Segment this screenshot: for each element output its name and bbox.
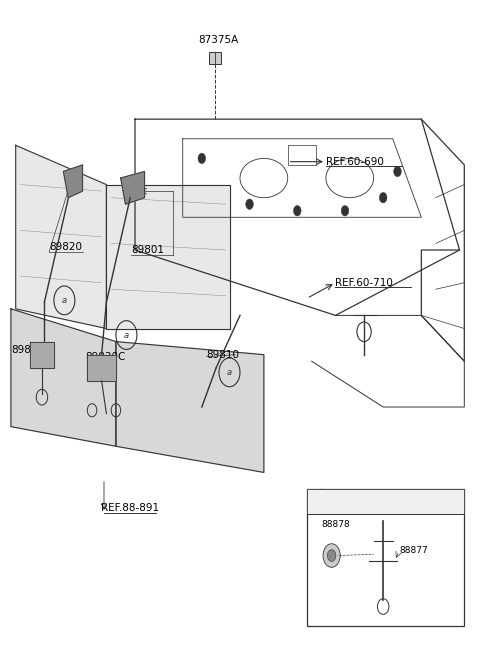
Text: 89820: 89820 (49, 242, 82, 252)
Text: 88878: 88878 (321, 520, 350, 530)
Bar (209, 52, 221, 64)
Polygon shape (107, 185, 230, 328)
Polygon shape (63, 165, 83, 198)
Circle shape (323, 544, 340, 567)
Circle shape (198, 153, 205, 164)
Text: a: a (62, 296, 67, 305)
Polygon shape (11, 309, 116, 446)
Text: REF.60-710: REF.60-710 (336, 278, 393, 288)
Polygon shape (87, 355, 116, 381)
Polygon shape (116, 342, 264, 472)
Circle shape (394, 166, 401, 177)
Circle shape (246, 199, 253, 210)
Text: REF.88-891: REF.88-891 (101, 503, 159, 513)
Text: a: a (124, 330, 129, 340)
Bar (307, 489, 464, 514)
Text: 89810: 89810 (206, 350, 240, 359)
Text: 88877: 88877 (400, 547, 429, 555)
Text: 89830C: 89830C (85, 351, 125, 361)
Polygon shape (30, 342, 54, 368)
Circle shape (327, 550, 336, 561)
Circle shape (293, 206, 301, 216)
Text: 87375A: 87375A (198, 35, 239, 45)
Text: REF.60-690: REF.60-690 (326, 156, 384, 167)
Circle shape (341, 206, 349, 216)
Text: a: a (227, 368, 232, 377)
Text: 89840B: 89840B (11, 345, 51, 355)
FancyBboxPatch shape (307, 489, 464, 626)
Polygon shape (16, 145, 107, 328)
Text: 89801: 89801 (131, 245, 164, 255)
Bar (288, 145, 316, 165)
Polygon shape (120, 171, 144, 204)
Text: a: a (319, 497, 324, 506)
Circle shape (379, 193, 387, 203)
Circle shape (217, 186, 225, 196)
